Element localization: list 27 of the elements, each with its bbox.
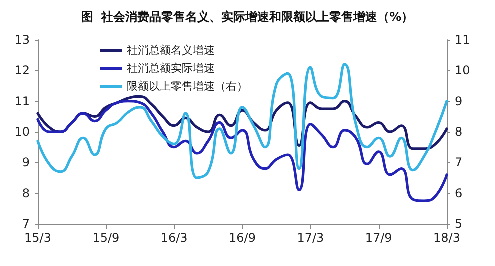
legend-label: 社消总额名义增速 — [127, 44, 215, 57]
x-tick-label: 15/9 — [92, 231, 120, 245]
legend-label: 社消总额实际增速 — [127, 62, 215, 75]
x-tick-label: 18/3 — [434, 231, 460, 245]
y-tick-label: 13 — [14, 33, 30, 47]
x-tick-label: 15/3 — [24, 231, 52, 245]
x-tick-label: 17/9 — [365, 231, 392, 245]
y-tick-label: 12 — [14, 64, 30, 78]
line-series — [36, 63, 448, 180]
y-tick-label: 8 — [22, 186, 30, 200]
y-tick-label: 10 — [14, 125, 30, 139]
y2-tick-label: 5 — [455, 217, 463, 231]
y-tick-label: 11 — [14, 94, 30, 108]
y-tick-label: 7 — [22, 217, 30, 231]
x-tick-label: 16/9 — [229, 231, 256, 245]
x-tick-label: 16/3 — [160, 231, 188, 245]
line-series — [36, 100, 448, 202]
y2-tick-label: 11 — [455, 33, 470, 47]
y2-tick-label: 9 — [455, 94, 463, 108]
y2-tick-label: 10 — [455, 64, 470, 78]
y2-tick-label: 7 — [455, 156, 463, 170]
y2-tick-label: 6 — [455, 186, 463, 200]
x-tick-label: 17/3 — [297, 231, 324, 245]
y2-tick-label: 8 — [455, 125, 463, 139]
y-tick-label: 9 — [22, 156, 30, 170]
chart-title: 图 社会消费品零售名义、实际增速和限额以上零售增速（%） — [81, 10, 414, 24]
legend-label: 限额以上零售增速（右） — [127, 80, 248, 93]
